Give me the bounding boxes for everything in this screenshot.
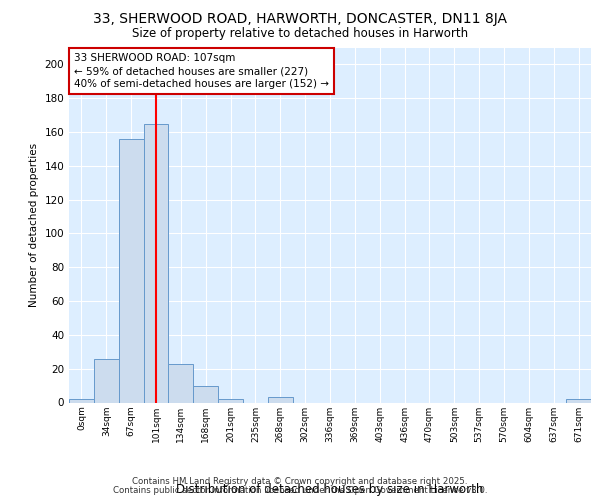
X-axis label: Distribution of detached houses by size in Harworth: Distribution of detached houses by size … — [176, 484, 484, 496]
Bar — [169, 364, 193, 403]
Bar — [94, 358, 119, 403]
Bar — [143, 124, 169, 402]
Bar — [218, 399, 243, 402]
Text: Contains public sector information licensed under the Open Government Licence v3: Contains public sector information licen… — [113, 486, 487, 495]
Bar — [119, 139, 143, 402]
Bar — [69, 399, 94, 402]
Y-axis label: Number of detached properties: Number of detached properties — [29, 143, 39, 307]
Text: 33 SHERWOOD ROAD: 107sqm
← 59% of detached houses are smaller (227)
40% of semi-: 33 SHERWOOD ROAD: 107sqm ← 59% of detach… — [74, 53, 329, 89]
Text: 33, SHERWOOD ROAD, HARWORTH, DONCASTER, DN11 8JA: 33, SHERWOOD ROAD, HARWORTH, DONCASTER, … — [93, 12, 507, 26]
Text: Contains HM Land Registry data © Crown copyright and database right 2025.: Contains HM Land Registry data © Crown c… — [132, 477, 468, 486]
Bar — [566, 399, 591, 402]
Bar — [193, 386, 218, 402]
Bar — [268, 398, 293, 402]
Text: Size of property relative to detached houses in Harworth: Size of property relative to detached ho… — [132, 28, 468, 40]
